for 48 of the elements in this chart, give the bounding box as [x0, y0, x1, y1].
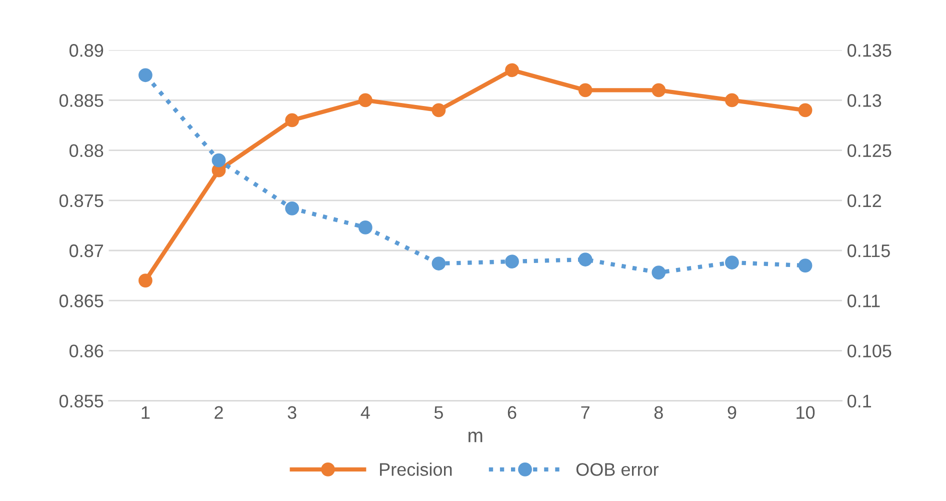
point [652, 83, 666, 98]
point [285, 113, 300, 128]
y2-tick-label: 0.115 [848, 244, 890, 258]
y2-tick-label: 0.13 [848, 94, 882, 107]
x-tick-label: 7 [581, 406, 590, 419]
x-axis-title: m [468, 432, 482, 442]
x-tick-label: 1 [142, 406, 150, 419]
y2-tick-label: 0.1 [848, 394, 872, 408]
point [578, 252, 592, 266]
y-tick-label: 0.87 [69, 244, 104, 258]
x-tick-label: 9 [728, 406, 736, 419]
x-tick-label: 6 [508, 406, 516, 419]
point [358, 220, 372, 234]
point [578, 83, 592, 98]
x-tick-label: 10 [796, 406, 815, 419]
point [798, 258, 812, 272]
x-tick-label: 5 [434, 406, 443, 419]
x-tick-label: 8 [654, 406, 663, 419]
point [138, 68, 152, 82]
point [358, 93, 372, 108]
point [725, 256, 739, 270]
x-tick-label: 2 [214, 406, 223, 419]
point [798, 103, 812, 118]
point [285, 201, 300, 216]
legend-label: Precision [380, 462, 452, 476]
point [505, 63, 519, 78]
point [212, 153, 226, 168]
y-tick-label: 0.86 [69, 344, 104, 358]
point [652, 266, 666, 280]
point [138, 274, 152, 288]
y-tick-label: 0.865 [59, 294, 104, 308]
point [432, 256, 446, 270]
y2-tick-label: 0.11 [848, 294, 880, 308]
point [505, 254, 519, 268]
y-tick-label: 0.89 [69, 44, 104, 57]
y-tick-label: 0.885 [59, 94, 104, 107]
y2-tick-label: 0.135 [848, 44, 892, 57]
y-tick-label: 0.855 [59, 394, 104, 408]
x-tick-label: 4 [360, 406, 370, 419]
point [432, 103, 446, 118]
point [725, 93, 739, 108]
y-tick-label: 0.88 [69, 144, 104, 158]
legend-label: OOB error [576, 463, 659, 476]
y2-tick-label: 0.12 [848, 194, 882, 208]
x-tick-label: 3 [288, 406, 296, 419]
y2-tick-label: 0.125 [848, 144, 892, 158]
y2-tick-label: 0.105 [848, 344, 892, 358]
y-tick-label: 0.875 [59, 194, 104, 208]
